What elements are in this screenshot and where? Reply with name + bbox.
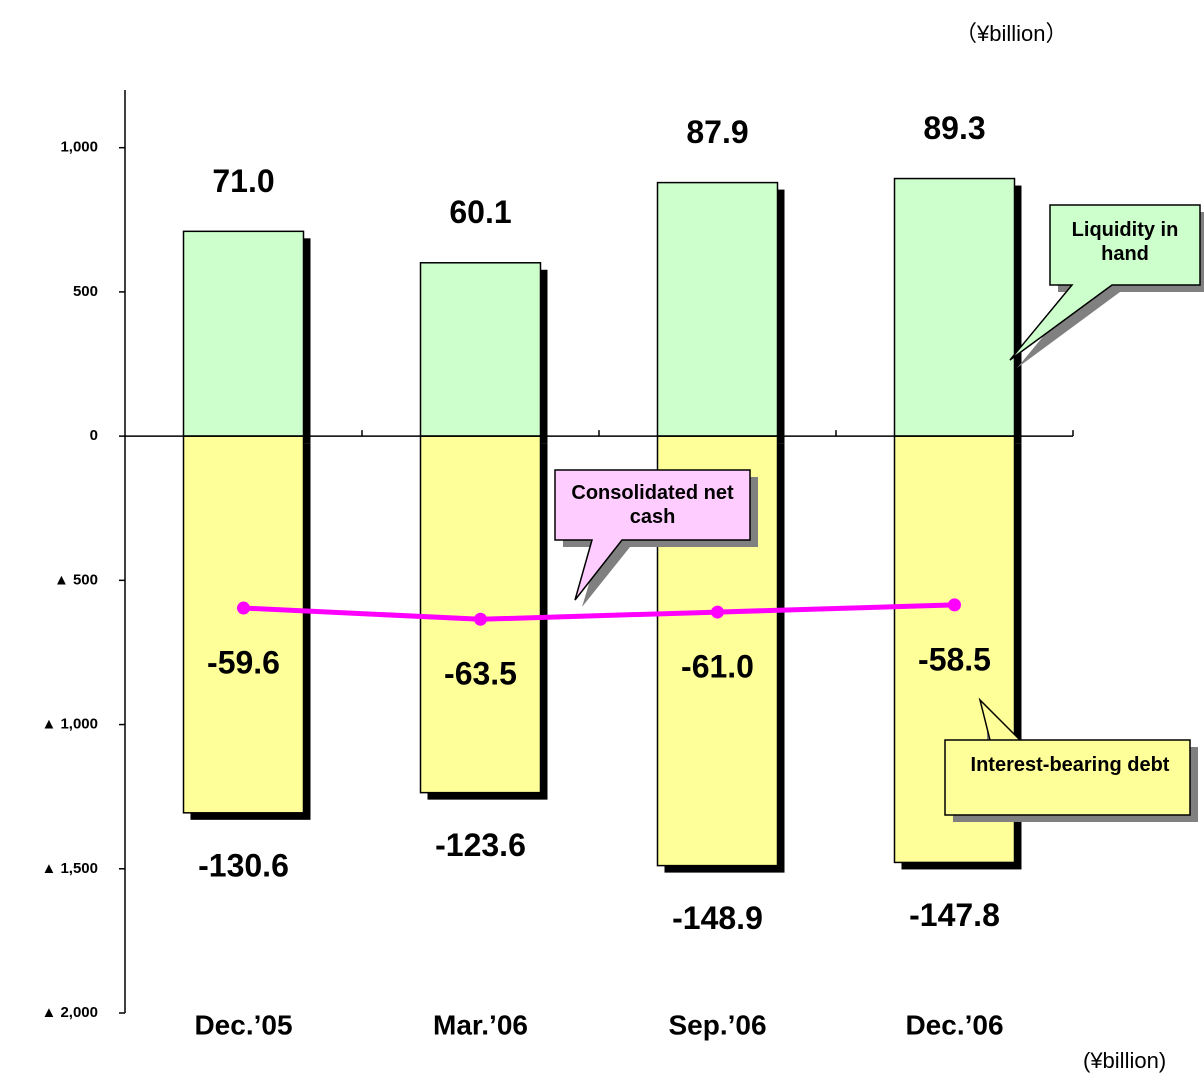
x-tick-label: Mar.’06 (433, 1009, 528, 1040)
value-label: -123.6 (435, 827, 526, 863)
value-label: -147.8 (909, 897, 1000, 933)
value-label: 71.0 (212, 163, 274, 199)
x-tick-label: Dec.’06 (905, 1009, 1003, 1040)
callout-net-cash (554, 469, 758, 607)
value-label: 60.1 (449, 194, 511, 230)
line (243, 602, 955, 622)
y-tick-label: ▲ 1,000 (41, 716, 98, 733)
bar (419, 262, 542, 437)
callout-liquidity (1009, 204, 1204, 368)
bar (182, 435, 305, 814)
y-tick-label: ▲ 2,000 (41, 1004, 98, 1021)
y-tick-label: ▲ 1,500 (41, 860, 98, 877)
value-label: -61.0 (681, 649, 754, 685)
line-point (237, 601, 250, 615)
callout-debt (944, 697, 1198, 822)
bar (656, 181, 779, 437)
legend-liquidity: Liquidity in hand (1071, 219, 1179, 265)
value-label: -58.5 (918, 641, 991, 677)
line-point (711, 605, 724, 619)
bar (893, 177, 1016, 437)
value-label: -63.5 (444, 656, 517, 692)
y-tick-label: 500 (73, 283, 98, 300)
y-tick-label: ▲ 500 (54, 571, 98, 588)
value-label: -59.6 (207, 644, 280, 680)
legend-net-cash: Consolidated net cash (571, 482, 734, 528)
x-tick-label: Dec.’05 (194, 1009, 292, 1040)
value-label: 87.9 (686, 114, 748, 150)
y-tick-label: 0 (90, 427, 98, 444)
value-label: -148.9 (672, 900, 763, 936)
legend-debt: Interest-bearing debt (970, 754, 1170, 776)
unit-label-top: （¥billion） (955, 21, 1068, 46)
y-tick-label: 1,000 (60, 139, 98, 156)
unit-label-bottom: (¥billion) (1083, 1048, 1167, 1073)
value-label: 89.3 (923, 110, 985, 146)
value-label: -130.6 (198, 847, 289, 883)
plot: 1,000 500 0 ▲ 500 ▲ 1,000 ▲ 1,500 ▲ 2,000 71.0 6… (41, 90, 1074, 1040)
bar (182, 230, 305, 437)
line-point (948, 598, 961, 612)
x-tick-label: Sep.’06 (668, 1009, 766, 1040)
line-point (474, 612, 487, 626)
